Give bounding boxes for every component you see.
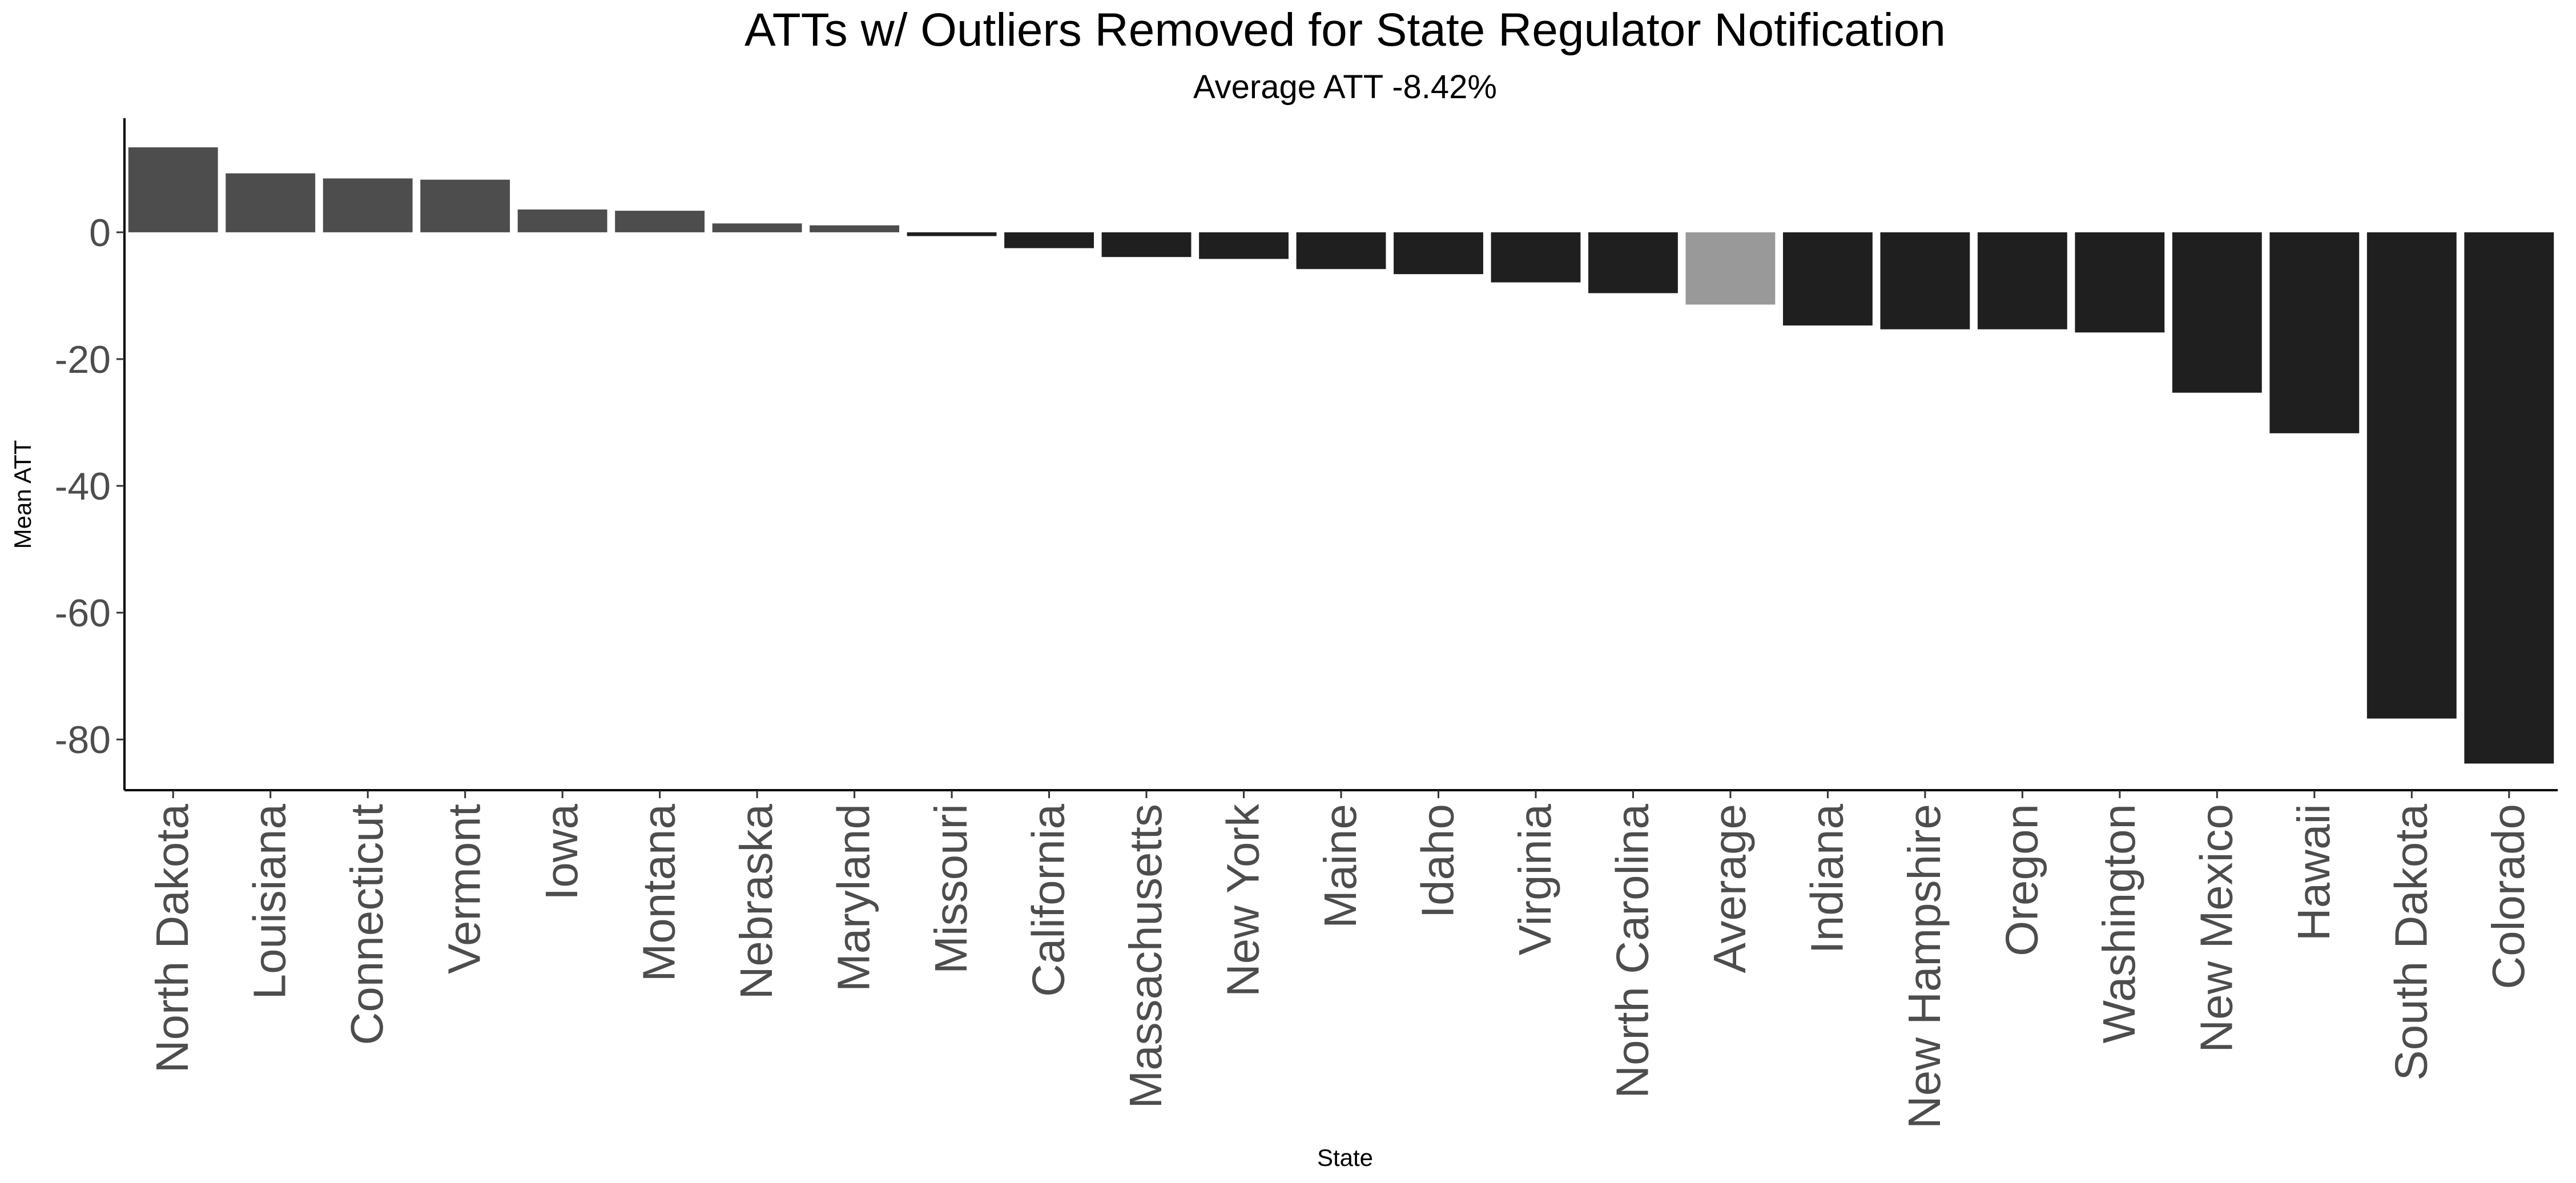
bar (1199, 232, 1289, 259)
x-tick-label: Louisiana (244, 803, 295, 999)
bar (1782, 232, 1873, 326)
bar (1296, 232, 1386, 269)
y-tick-label: -20 (55, 338, 111, 381)
bar (1004, 232, 1094, 248)
bar (1491, 232, 1581, 283)
x-tick-label: Average (1704, 804, 1755, 973)
x-tick-label: New Hampshire (1899, 804, 1950, 1129)
bar (1977, 232, 2067, 329)
y-tick-label: -40 (55, 465, 111, 508)
x-tick-label: Montana (634, 803, 685, 981)
x-tick-label: New York (1218, 803, 1269, 997)
x-tick-label: Nebraska (731, 804, 782, 1000)
x-tick-label: South Dakota (2385, 803, 2436, 1080)
bar (907, 232, 997, 236)
bar (128, 147, 218, 232)
bar (1880, 232, 1970, 329)
bar (226, 173, 316, 232)
bar (615, 211, 705, 232)
bar (1101, 232, 1192, 257)
x-tick-label: North Dakota (147, 803, 198, 1073)
bar (517, 209, 607, 232)
y-tick-label: -80 (55, 718, 111, 762)
x-tick-label: Maryland (828, 804, 879, 992)
x-tick-label: Connecticut (341, 804, 392, 1045)
x-tick-label: Idaho (1412, 804, 1463, 918)
x-tick-label: Oregon (1996, 804, 2047, 956)
bar (2172, 232, 2262, 393)
x-tick-label: Indiana (1801, 804, 1852, 954)
x-tick-label: Massachusetts (1120, 804, 1171, 1109)
y-axis-title: Mean ATT (9, 440, 36, 549)
x-tick-label: Washington (2094, 804, 2144, 1044)
y-tick-label: 0 (89, 211, 111, 255)
bar (2464, 232, 2554, 764)
bar (2269, 232, 2360, 433)
x-tick-label: New Mexico (2191, 804, 2241, 1053)
x-tick-label: California (1023, 804, 1074, 997)
x-tick-label: Vermont (439, 804, 490, 974)
bar (420, 179, 510, 232)
chart-title: ATTs w/ Outliers Removed for State Regul… (744, 4, 1946, 56)
bar (1588, 232, 1678, 293)
bar (2075, 232, 2165, 333)
bar (1685, 232, 1776, 305)
x-tick-label: Iowa (536, 803, 587, 900)
x-tick-label: Missouri (925, 804, 976, 974)
bar (810, 225, 900, 232)
x-tick-label: Colorado (2483, 804, 2534, 989)
x-tick-label: Maine (1315, 804, 1366, 928)
x-tick-label: Hawaii (2288, 804, 2339, 941)
chart-subtitle: Average ATT -8.42% (1193, 69, 1497, 106)
y-tick-label: -60 (55, 592, 111, 635)
bar (323, 178, 413, 232)
bar (712, 223, 802, 232)
x-tick-label: Virginia (1510, 804, 1560, 956)
x-tick-label: North Carolina (1607, 803, 1657, 1098)
plot-area: 0 -20 -40 -60 -80 North Dakota Louisiana Connec… (55, 118, 2558, 1129)
bar (2366, 232, 2457, 719)
bar (1394, 232, 1483, 275)
x-axis-title: State (1317, 1144, 1373, 1171)
